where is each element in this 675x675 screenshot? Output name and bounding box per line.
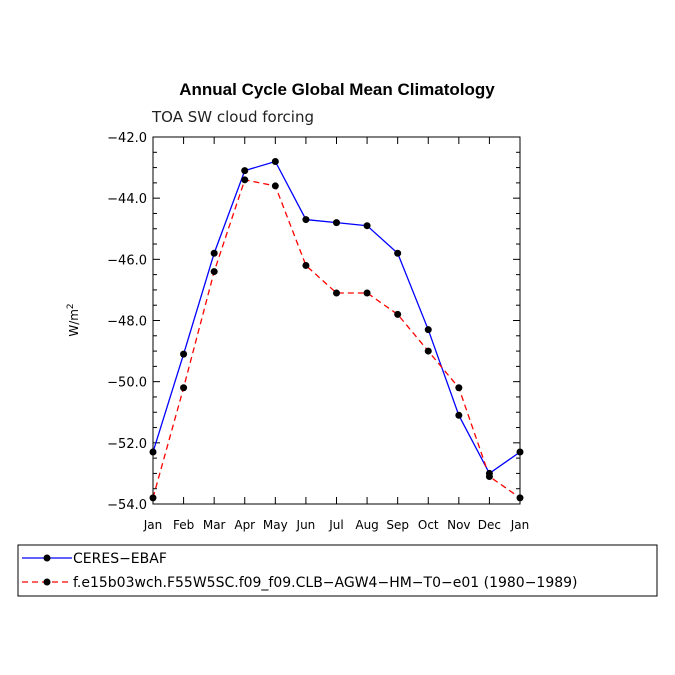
x-tick-label: Jul [328, 518, 343, 532]
x-tick-label: Apr [234, 518, 255, 532]
data-point-series-0 [241, 167, 249, 175]
data-point-series-0 [302, 216, 310, 224]
data-point-series-1 [180, 384, 188, 392]
data-point-series-0 [455, 411, 463, 419]
y-tick-label: −54.0 [107, 498, 147, 513]
data-point-series-1 [485, 472, 493, 480]
y-tick-label: −50.0 [107, 376, 147, 391]
y-tick-label: −48.0 [107, 315, 147, 330]
data-point-series-0 [210, 249, 218, 257]
y-axis-label-unit: W/m [67, 309, 81, 337]
data-point-series-1 [302, 261, 310, 269]
data-point-series-0 [180, 350, 188, 358]
data-point-series-1 [363, 289, 371, 297]
data-point-series-0 [516, 448, 524, 456]
x-tick-label: Mar [203, 518, 226, 532]
y-axis: −42.0 −44.0 −46.0 −48.0 −50.0 −52.0 −54.0 [107, 131, 520, 513]
series-line-1 [152, 179, 521, 499]
legend: CERES−EBAF f.e15b03wch.F55W5SC.f09_f09.C… [17, 544, 658, 597]
y-tick-label: −44.0 [107, 192, 147, 207]
data-point-series-0 [149, 448, 157, 456]
x-tick-label: Nov [447, 518, 470, 532]
data-point-series-1 [271, 182, 279, 190]
data-point-series-0 [363, 222, 371, 230]
data-point-series-1 [333, 289, 340, 297]
data-point-series-1 [210, 268, 218, 276]
x-tick-label: Dec [478, 518, 501, 532]
data-point-series-1 [455, 384, 463, 392]
y-tick-label: −42.0 [107, 131, 147, 146]
legend-box [17, 544, 658, 597]
legend-marker-model [43, 578, 51, 586]
series-line-0 [152, 160, 521, 475]
y-axis-label-superscript: 2 [66, 303, 76, 309]
legend-label-ceres: CERES−EBAF [73, 551, 167, 567]
y-tick-label: −52.0 [107, 437, 147, 452]
x-axis: Jan Feb Mar Apr May Jun Jul Aug Sep Oct Nov Dec Jan [143, 137, 530, 532]
data-point-series-0 [424, 326, 432, 334]
x-tick-label: Oct [418, 518, 439, 532]
data-point-series-0 [271, 157, 279, 165]
plot-frame [152, 136, 521, 505]
legend-marker-ceres [43, 554, 51, 562]
x-tick-label: May [263, 518, 288, 532]
data-point-series-1 [516, 494, 524, 502]
y-tick-label: −46.0 [107, 253, 147, 268]
data-point-series-0 [394, 249, 402, 257]
data-point-series-1 [241, 176, 249, 184]
data-point-series-1 [149, 494, 157, 502]
data-point-series-1 [394, 310, 402, 318]
x-tick-label: Aug [355, 518, 378, 532]
chart-title: Annual Cycle Global Mean Climatology [179, 80, 495, 99]
x-tick-label: Jan [143, 518, 163, 532]
x-tick-label: Jun [296, 518, 316, 532]
x-tick-label: Jan [510, 518, 530, 532]
x-tick-label: Feb [173, 518, 194, 532]
y-axis-label: W/m2 [66, 303, 81, 336]
series-layer [149, 157, 524, 502]
legend-label-model: f.e15b03wch.F55W5SC.f09_f09.CLB−AGW4−HM−… [73, 575, 578, 591]
data-point-series-1 [424, 347, 432, 355]
data-point-series-0 [333, 219, 340, 227]
chart-subtitle: TOA SW cloud forcing [151, 108, 314, 126]
x-tick-label: Sep [386, 518, 409, 532]
